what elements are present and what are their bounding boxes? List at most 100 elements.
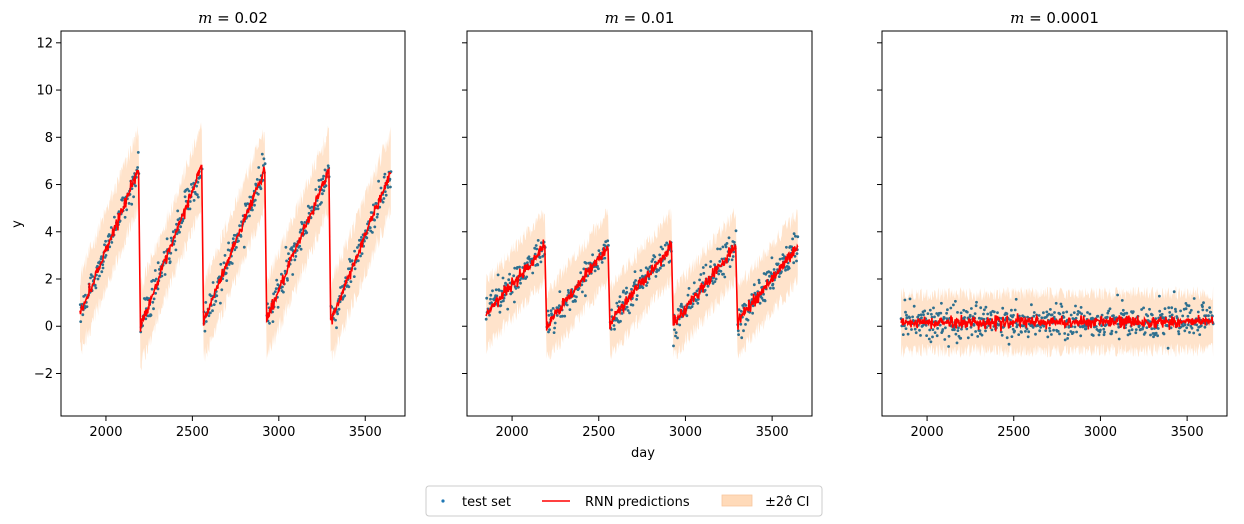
test-set-point (1185, 326, 1189, 330)
test-set-point (930, 312, 933, 316)
legend: test set RNN predictions ±2σ̂ CI (425, 485, 823, 517)
test-set-point (960, 327, 963, 331)
test-set-point (678, 323, 682, 327)
test-set-point (650, 260, 654, 263)
test-set-point (740, 336, 744, 340)
test-set-point (584, 294, 587, 298)
panel-title-3: m = 0.0001 (1010, 9, 1099, 27)
test-set-point (732, 240, 736, 244)
test-set-point (1203, 325, 1207, 329)
test-set-point (1134, 331, 1138, 335)
test-set-point (492, 298, 496, 302)
test-set-point (646, 268, 650, 271)
test-set-point (926, 312, 930, 315)
test-set-point (947, 334, 951, 338)
test-set-point (615, 301, 619, 305)
x-tick-label: 2500 (176, 425, 209, 440)
test-set-point (251, 208, 254, 212)
test-set-point (1012, 313, 1015, 317)
test-set-point (903, 298, 907, 302)
test-set-point (209, 311, 212, 315)
test-set-point (914, 331, 918, 335)
test-set-point (1010, 308, 1013, 312)
test-set-point (924, 323, 928, 327)
test-set-point (634, 279, 637, 282)
test-set-point (757, 281, 761, 285)
test-set-point (104, 239, 107, 243)
test-set-point (1060, 305, 1064, 308)
test-set-point (579, 271, 583, 275)
test-set-point (519, 281, 522, 285)
test-set-point (501, 276, 505, 280)
test-set-point (716, 247, 719, 251)
x-tick-label: 2000 (89, 425, 122, 440)
test-set-point (751, 304, 755, 308)
test-set-point (284, 245, 288, 249)
test-set-point (1192, 331, 1196, 335)
test-set-point (171, 230, 175, 234)
test-set-point (494, 288, 498, 292)
y-tick-label: 0 (45, 320, 53, 335)
test-set-point (1007, 342, 1011, 346)
test-set-point (974, 330, 977, 333)
test-set-point (1034, 332, 1037, 336)
test-set-point (625, 305, 629, 309)
test-set-point (257, 166, 261, 169)
test-set-point (235, 246, 238, 249)
test-set-point (365, 236, 369, 240)
test-set-point (263, 162, 267, 166)
test-set-point (1050, 313, 1054, 317)
test-set-point (619, 319, 622, 323)
test-set-point (484, 317, 488, 321)
test-set-point (610, 308, 613, 312)
test-set-point (368, 226, 372, 230)
test-set-point (109, 226, 113, 229)
test-set-point (787, 266, 791, 270)
test-set-point (936, 327, 939, 330)
test-set-point (1016, 323, 1019, 327)
test-set-point (1031, 326, 1035, 329)
test-set-point (94, 286, 98, 290)
test-set-point (176, 209, 180, 213)
test-set-point (1202, 301, 1205, 305)
test-set-point (1188, 311, 1192, 314)
test-set-point (566, 289, 570, 292)
test-set-point (647, 277, 651, 281)
test-set-point (359, 254, 362, 258)
test-set-point (1066, 337, 1069, 340)
test-set-point (744, 323, 747, 326)
test-set-point (551, 307, 555, 310)
test-set-point (714, 277, 718, 281)
test-set-point (665, 241, 669, 245)
test-set-point (1179, 325, 1183, 329)
test-set-point (630, 287, 633, 291)
test-set-point (658, 266, 662, 270)
test-set-point (298, 244, 302, 248)
test-set-point (219, 262, 223, 266)
test-set-point (694, 299, 698, 303)
test-set-point (1058, 312, 1062, 316)
test-set-point (1114, 330, 1118, 334)
test-set-point (1187, 304, 1191, 308)
test-set-point (314, 188, 318, 191)
test-set-point (904, 327, 908, 330)
test-set-point (211, 281, 215, 284)
test-set-point (1179, 309, 1182, 313)
test-set-point (1105, 315, 1109, 319)
test-set-point (1121, 308, 1125, 312)
test-set-point (717, 272, 721, 276)
test-set-point (734, 229, 738, 233)
test-set-point (1024, 330, 1027, 333)
test-set-point (242, 245, 246, 249)
test-set-point (1013, 308, 1017, 312)
test-set-point (718, 260, 722, 263)
test-set-point (239, 235, 243, 238)
test-set-point (349, 280, 353, 283)
test-set-point (731, 255, 735, 258)
test-set-point (196, 180, 200, 184)
test-set-point (1112, 314, 1115, 318)
test-set-point (1166, 346, 1170, 350)
test-set-point (227, 263, 231, 266)
test-set-point (375, 215, 379, 219)
legend-item-3: ±2σ̂ CI (721, 494, 809, 510)
